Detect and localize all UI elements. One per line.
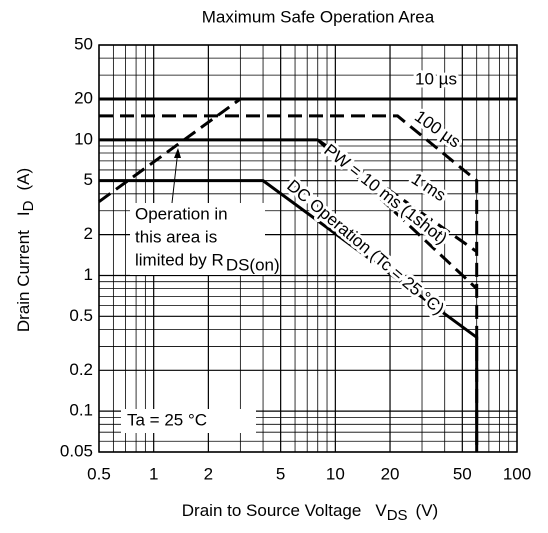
series-label: 100 µs: [411, 107, 464, 152]
annotation-text: Operation in: [135, 204, 228, 223]
annotation-text: this area is: [135, 227, 217, 246]
x-axis-label: Drain to Source Voltage VDS (V): [182, 501, 438, 523]
series-line: [99, 114, 479, 452]
y-tick-label: 0.05: [60, 441, 93, 460]
x-tick-label: 20: [381, 464, 400, 483]
series-line: [316, 138, 478, 253]
x-tick-label: 0.5: [87, 464, 111, 483]
y-tick-label: 50: [74, 34, 93, 53]
y-tick-label: 2: [84, 224, 93, 243]
series-label: DC Operation (Tc = 25 °C): [283, 176, 448, 319]
y-tick-label: 5: [84, 170, 93, 189]
x-tick-label: 2: [204, 464, 213, 483]
y-tick-label: 0.5: [69, 306, 93, 325]
x-tick-label: 50: [453, 464, 472, 483]
annotation-bg: [121, 409, 256, 433]
series-line: [99, 179, 479, 452]
annotation-subscript: DS(on): [226, 255, 280, 274]
x-tick-label: 10: [326, 464, 345, 483]
annotation-text: limited by R: [135, 250, 224, 269]
limit-line: [98, 97, 242, 203]
series-line: [316, 138, 478, 290]
annotation-arrow: [171, 149, 179, 204]
y-tick-label: 1: [84, 265, 93, 284]
y-tick-label: 0.1: [69, 401, 93, 420]
annotation-text: Ta = 25 °C: [127, 410, 207, 429]
y-axis-label: Drain CurrentID(A): [14, 168, 36, 332]
x-tick-label: 5: [276, 464, 285, 483]
chart-title: Maximum Safe Operation Area: [202, 7, 435, 26]
series-label: 1 ms: [408, 169, 449, 205]
x-tick-label: 100: [503, 464, 531, 483]
annotation-arrowhead: [174, 148, 181, 158]
y-tick-label: 0.2: [69, 360, 93, 379]
annotation-bg: [130, 203, 265, 275]
series-label: 10 µs: [415, 69, 457, 88]
plot-frame: [98, 44, 518, 453]
x-tick-label: 1: [149, 464, 158, 483]
y-tick-label: 20: [74, 88, 93, 107]
y-tick-label: 10: [74, 129, 93, 148]
